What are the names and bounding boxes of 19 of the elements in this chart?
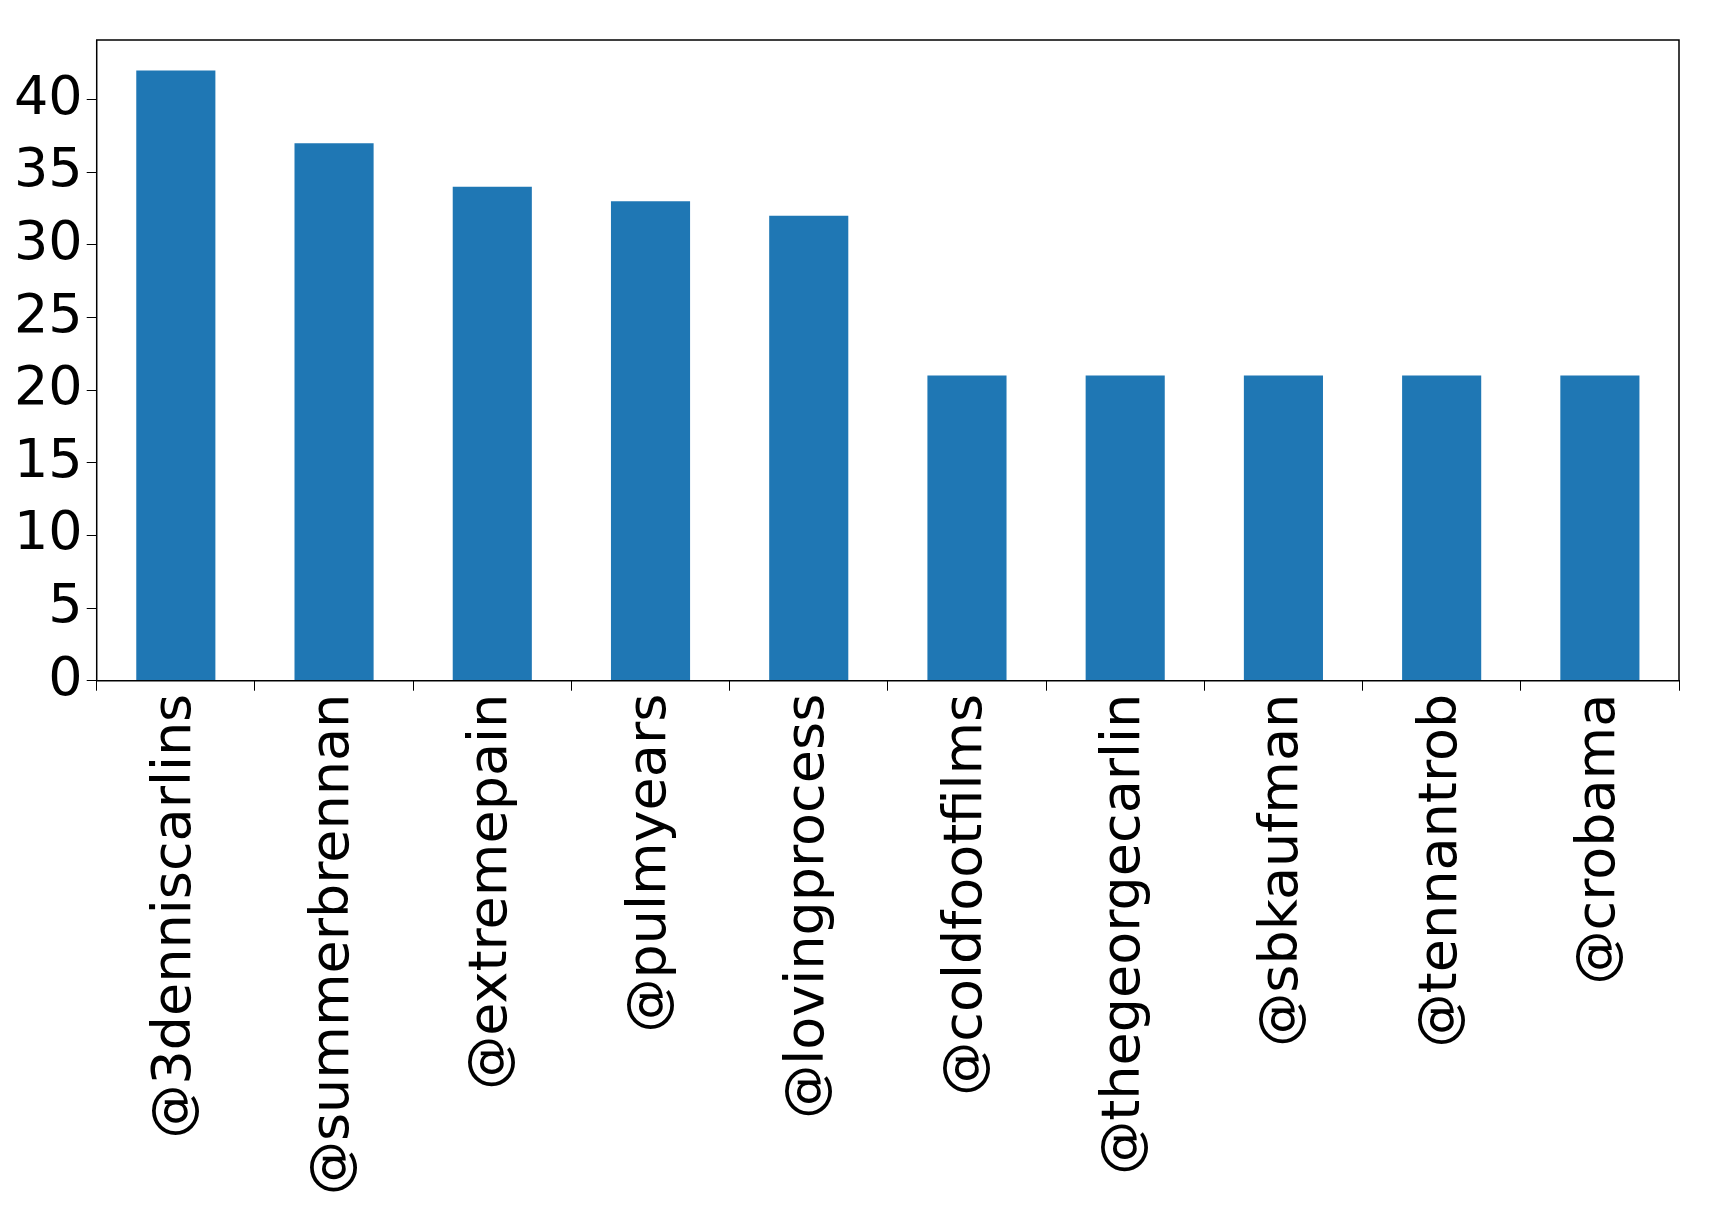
y-tick-label: 20 <box>13 354 83 418</box>
x-tick-label: @lovingprocess <box>772 693 836 1119</box>
x-tick-label: @pulmyears <box>614 693 678 1033</box>
x-tick-label: @3denniscarlins <box>139 693 203 1139</box>
y-tick-label: 5 <box>48 572 83 636</box>
y-tick-label: 40 <box>13 63 83 127</box>
x-tick-label: @crobama <box>1563 693 1627 985</box>
x-tick-label: @summerbrennan <box>298 693 362 1196</box>
y-tick-label: 10 <box>13 499 83 563</box>
x-tick-label: @coldfootfilms <box>931 693 994 1096</box>
x-tick-label: @sbkaufman <box>1247 693 1311 1047</box>
y-tick-label: 0 <box>48 644 83 708</box>
y-tick-label: 25 <box>13 281 83 345</box>
x-tick-label: @thegeorgecarlin <box>1089 693 1153 1175</box>
y-tick-label: 15 <box>13 426 83 490</box>
x-tick-label: @extremepain <box>456 693 520 1090</box>
y-tick-label: 35 <box>13 136 83 200</box>
x-tick-label: @tennantrob <box>1405 693 1469 1048</box>
y-tick-label: 30 <box>13 208 83 272</box>
